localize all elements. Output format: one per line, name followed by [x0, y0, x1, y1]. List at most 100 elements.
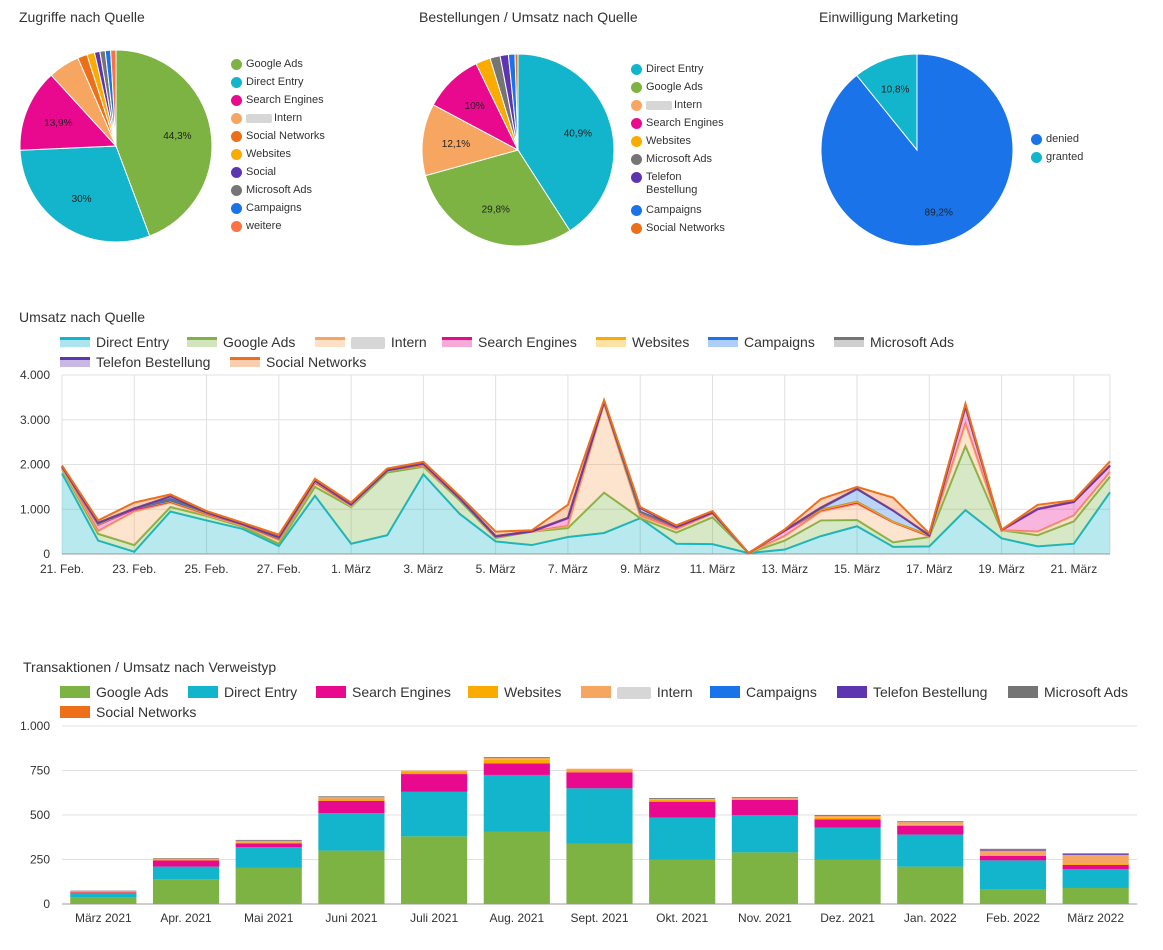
legend-item-campaigns[interactable]: Campaigns — [231, 202, 325, 220]
bar-segment-direct-entry[interactable] — [235, 847, 302, 868]
bar-segment-microsoft-ads[interactable] — [318, 796, 385, 798]
bar-segment-google-ads[interactable] — [566, 843, 633, 904]
area-intern[interactable] — [62, 404, 1110, 554]
legend-item-direct-entry[interactable]: Direct Entry — [631, 63, 725, 81]
bar-segment-search-engines[interactable] — [318, 800, 385, 814]
bar-segment-intern[interactable] — [814, 815, 881, 818]
legend-item-campaigns[interactable]: Campaigns — [631, 204, 725, 222]
bar-segment-google-ads[interactable] — [401, 836, 468, 904]
bar-segment-direct-entry[interactable] — [1062, 869, 1129, 888]
legend-item-denied[interactable]: denied — [1031, 133, 1083, 151]
bar-segment-websites[interactable] — [649, 799, 716, 802]
pie-slice-google-ads[interactable] — [424, 149, 571, 247]
bar-segment-microsoft-ads[interactable] — [731, 797, 798, 799]
legend-item-intern[interactable]: Intern — [581, 684, 693, 700]
bar-segment-google-ads[interactable] — [897, 866, 964, 904]
bar-segment-direct-entry[interactable] — [731, 815, 798, 853]
bar-segment-intern[interactable] — [979, 850, 1047, 856]
bar-segment-telefon-bestellung[interactable] — [979, 849, 1047, 851]
pie-slice-direct-entry[interactable] — [19, 145, 151, 243]
bar-segment-google-ads[interactable] — [235, 867, 302, 904]
bar-segment-microsoft-ads[interactable] — [979, 848, 1047, 850]
legend-item-intern[interactable]: Intern — [231, 112, 325, 130]
legend-item-granted[interactable]: granted — [1031, 151, 1083, 169]
bar-segment-google-ads[interactable] — [649, 859, 716, 905]
legend-item-search-engines[interactable]: Search Engines — [231, 94, 325, 112]
legend-item-microsoft-ads[interactable]: Microsoft Ads — [1008, 684, 1128, 700]
bar-segment-search-engines[interactable] — [152, 860, 220, 867]
bar-segment-direct-entry[interactable] — [401, 791, 468, 837]
legend-item-microsoft-ads[interactable]: Microsoft Ads — [834, 334, 954, 350]
legend-item-campaigns[interactable]: Campaigns — [710, 684, 817, 700]
bar-segment-websites[interactable] — [401, 771, 468, 775]
pie-slice-intern[interactable] — [421, 104, 520, 177]
pie-slice-granted[interactable] — [856, 53, 918, 152]
legend-item-microsoft-ads[interactable]: Microsoft Ads — [231, 184, 325, 202]
bar-segment-search-engines[interactable] — [483, 763, 550, 775]
line-chart[interactable]: 0 1.000 2.000 3.000 4.000 21. Feb. 23. Feb. 25.… — [0, 365, 1163, 580]
bar-segment-intern[interactable] — [649, 798, 716, 800]
line-google-ads[interactable] — [61, 443, 1111, 555]
legend-item-google-ads[interactable]: Google Ads — [60, 684, 168, 700]
legend-item-websites[interactable]: Websites — [468, 684, 561, 700]
legend-item-social-networks[interactable]: Social Networks — [231, 130, 325, 148]
bar-segment-direct-entry[interactable] — [814, 827, 881, 860]
area-direct-entry[interactable] — [62, 473, 1110, 554]
bar-segment-google-ads[interactable] — [70, 897, 137, 904]
area-google-ads[interactable] — [62, 446, 1110, 554]
legend-item-direct-entry[interactable]: Direct Entry — [188, 684, 297, 700]
legend-item-telefon-bestellung[interactable]: Telefon Bestellung — [631, 171, 725, 204]
bar-segment-microsoft-ads[interactable] — [814, 815, 881, 816]
legend-item-intern[interactable]: Intern — [631, 99, 725, 117]
legend-item-microsoft-ads[interactable]: Microsoft Ads — [631, 153, 725, 171]
pie-slice-social-networks[interactable] — [514, 53, 519, 151]
pie3-chart[interactable]: 89,2% 10,8% — [810, 40, 1030, 260]
legend-item-weitere[interactable]: weitere — [231, 220, 325, 238]
bar-segment-intern[interactable] — [70, 891, 137, 893]
legend-item-search-engines[interactable]: Search Engines — [442, 334, 577, 350]
legend-item-google-ads[interactable]: Google Ads — [631, 81, 725, 99]
bar-segment-websites[interactable] — [235, 842, 302, 844]
legend-item-websites[interactable]: Websites — [231, 148, 325, 166]
pie-slice-weitere[interactable] — [110, 49, 117, 147]
bar-segment-direct-entry[interactable] — [70, 893, 137, 898]
legend-item-telefon-bestellung[interactable]: Telefon Bestellung — [60, 354, 210, 370]
bar-segment-websites[interactable] — [979, 855, 1047, 856]
bar-segment-google-ads[interactable] — [318, 850, 385, 904]
legend-item-search-engines[interactable]: Search Engines — [631, 117, 725, 135]
legend-item-social-networks[interactable]: Social Networks — [631, 222, 725, 240]
bar-segment-microsoft-ads[interactable] — [235, 839, 302, 841]
bar-segment-direct-entry[interactable] — [649, 817, 716, 860]
legend-item-social-networks[interactable]: Social Networks — [60, 704, 196, 720]
legend-item-direct-entry[interactable]: Direct Entry — [231, 76, 325, 94]
bar-segment-microsoft-ads[interactable] — [70, 890, 137, 892]
pie-slice-google-ads[interactable] — [115, 49, 213, 237]
legend-item-telefon-bestellung[interactable]: Telefon Bestellung — [837, 684, 987, 700]
bar-segment-intern[interactable] — [731, 798, 798, 799]
bar-segment-direct-entry[interactable] — [897, 834, 964, 867]
bar-segment-websites[interactable] — [897, 824, 964, 826]
legend-item-campaigns[interactable]: Campaigns — [708, 334, 815, 350]
bar-segment-telefon-bestellung[interactable] — [1062, 854, 1129, 856]
bar-segment-microsoft-ads[interactable] — [152, 858, 220, 859]
bar-segment-direct-entry[interactable] — [318, 813, 385, 851]
bar-segment-google-ads[interactable] — [979, 889, 1047, 904]
bar-segment-google-ads[interactable] — [1062, 887, 1129, 904]
bar-segment-websites[interactable] — [1062, 863, 1129, 865]
bar-segment-microsoft-ads[interactable] — [1062, 853, 1129, 855]
bar-segment-search-engines[interactable] — [814, 819, 881, 828]
bar-segment-search-engines[interactable] — [70, 892, 137, 894]
bar-segment-google-ads[interactable] — [814, 859, 881, 905]
bar-chart[interactable]: 0 250 500 750 1.000 März 2021 Apr. 2021 Mai 202… — [0, 715, 1163, 940]
bar-segment-search-engines[interactable] — [1062, 864, 1129, 870]
legend-item-intern[interactable]: Intern — [315, 334, 427, 350]
bar-segment-microsoft-ads[interactable] — [649, 798, 716, 799]
bar-segment-search-engines[interactable] — [731, 799, 798, 815]
bar-segment-search-engines[interactable] — [979, 855, 1047, 861]
legend-item-social[interactable]: Social — [231, 166, 325, 184]
bar-segment-intern[interactable] — [1062, 855, 1129, 864]
bar-segment-direct-entry[interactable] — [566, 788, 633, 844]
legend-item-google-ads[interactable]: Google Ads — [187, 334, 295, 350]
line-direct-entry[interactable] — [61, 472, 1111, 555]
bar-segment-websites[interactable] — [483, 759, 550, 764]
